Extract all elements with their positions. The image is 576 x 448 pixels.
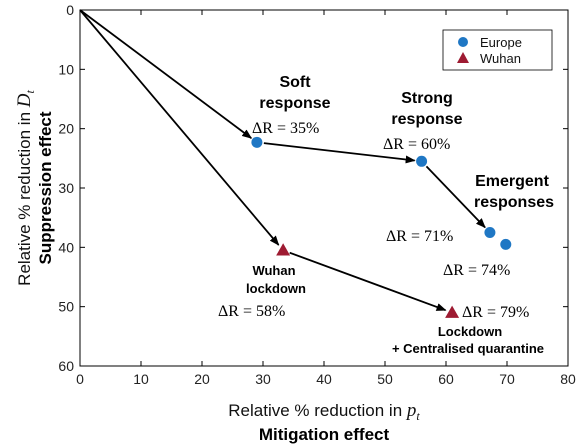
x-axis-label-text: Relative % reduction in [228, 401, 407, 420]
y-axis-label-text: Relative % reduction in [15, 107, 34, 286]
arrow-0 [79, 9, 253, 139]
y-tick-label: 60 [58, 358, 74, 374]
legend-europe-marker [458, 37, 468, 47]
dr-label-lockdown-cq: ΔR = 79% [462, 304, 529, 321]
x-tick-label: 50 [377, 371, 393, 387]
x-tick-label: 60 [438, 371, 454, 387]
europe-point-3 [500, 238, 512, 250]
europe-point-1 [416, 155, 428, 167]
legend-box [442, 29, 553, 71]
x-tick-label: 70 [499, 371, 515, 387]
x-axis-ticks: 0 10 20 30 40 50 60 70 80 [76, 10, 576, 387]
y-axis-label: Relative % reduction in Dt [14, 90, 37, 286]
x-tick-label: 30 [255, 371, 271, 387]
annotation-strong-line1: Strong [401, 90, 453, 107]
x-tick-label: 10 [133, 371, 149, 387]
x-tick-label: 80 [560, 371, 576, 387]
annotation-strong-response: Strong response [391, 90, 462, 128]
y-axis-ticks: 0 10 20 30 40 50 60 [58, 2, 568, 374]
dr-label-emergent-74: ΔR = 74% [443, 262, 510, 279]
annotation-lockdown-cq-line1: Lockdown [438, 324, 502, 339]
y-tick-label: 0 [66, 2, 74, 18]
dr-label-soft: ΔR = 35% [252, 120, 319, 137]
dr-label-emergent-71: ΔR = 71% [386, 228, 453, 245]
y-tick-label: 20 [58, 121, 74, 137]
y-tick-label: 10 [58, 61, 74, 77]
annotation-soft-line1: Soft [279, 74, 311, 91]
arrow-1 [263, 142, 416, 164]
europe-point-2 [484, 227, 496, 238]
legend: Europe Wuhan [442, 29, 553, 71]
markers [251, 136, 512, 318]
legend-wuhan-label: Wuhan [480, 51, 521, 66]
x-axis-label: Relative % reduction in pt [228, 400, 420, 423]
x-tick-label: 0 [76, 371, 84, 387]
y-tick-label: 50 [58, 299, 74, 315]
annotation-wuhan-lockdown: Wuhan lockdown [246, 263, 306, 296]
annotation-lockdown-cq-line2: + Centralised quarantine [392, 341, 544, 356]
y-axis-label-var: D [14, 93, 35, 108]
annotation-emergent-line2: responses [474, 194, 554, 211]
y-axis-label-sub: t [23, 90, 37, 94]
legend-europe-label: Europe [480, 35, 522, 50]
y-tick-label: 30 [58, 180, 74, 196]
wuhan-point-1 [445, 305, 460, 318]
annotation-wuhan-line1: Wuhan [252, 263, 295, 278]
arrow-3 [79, 9, 280, 246]
y-tick-label: 40 [58, 239, 74, 255]
annotation-soft-response: Soft response [259, 74, 330, 112]
annotation-emergent-responses: Emergent responses [474, 173, 554, 211]
x-tick-label: 20 [194, 371, 210, 387]
dr-label-strong: ΔR = 60% [383, 136, 450, 153]
x-axis-label-var: p [405, 400, 417, 421]
annotation-soft-line2: response [259, 95, 330, 112]
europe-point-0 [251, 136, 263, 148]
y-axis-label-bold: Suppression effect [36, 111, 55, 264]
wuhan-point-0 [276, 243, 291, 256]
annotation-wuhan-line2: lockdown [246, 281, 306, 296]
legend-wuhan-marker [457, 52, 469, 63]
annotation-emergent-line1: Emergent [475, 173, 549, 190]
arrows [79, 9, 486, 312]
x-axis-label-sub: t [416, 409, 420, 423]
arrow-2 [425, 165, 486, 229]
annotation-lockdown-cq: Lockdown + Centralised quarantine [392, 324, 544, 356]
x-axis-label-bold: Mitigation effect [259, 425, 390, 444]
annotation-strong-line2: response [391, 111, 462, 128]
x-tick-label: 40 [316, 371, 332, 387]
arrow-4 [289, 251, 447, 312]
dr-label-wuhan: ΔR = 58% [218, 303, 285, 320]
